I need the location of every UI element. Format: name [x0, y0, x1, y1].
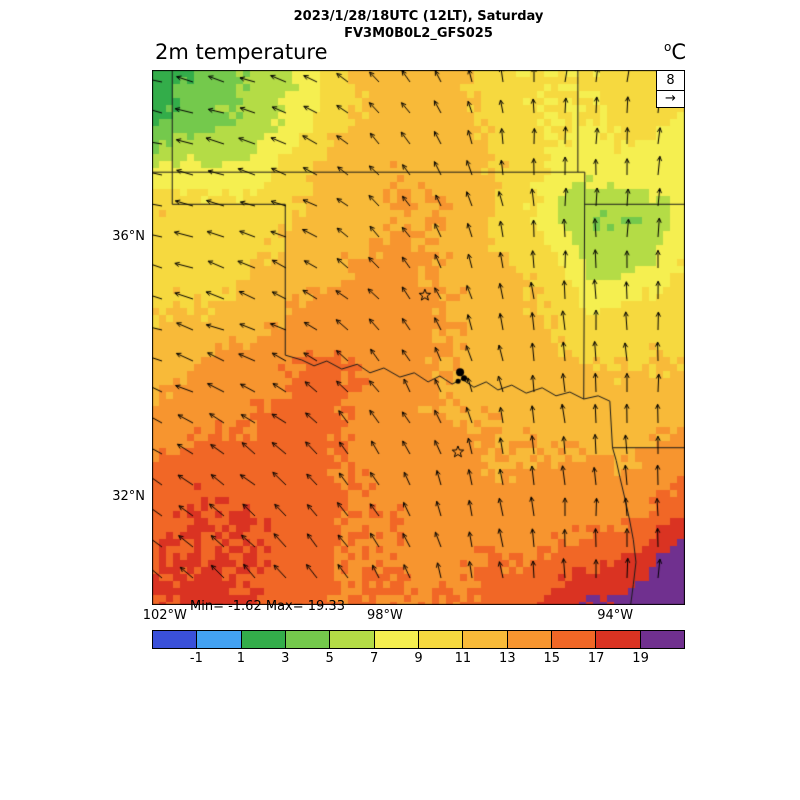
wind-reference-value: 8	[657, 71, 684, 91]
lon-axis-label: 94°W	[597, 608, 634, 623]
colorbar-segment	[196, 630, 242, 649]
colorbar-tick-label: 1	[236, 651, 245, 666]
plot-header: 2023/1/28/18UTC (12LT), Saturday FV3M0B0…	[152, 8, 685, 42]
colorbar-tick-label: 11	[454, 651, 472, 666]
lat-axis-label: 36°N	[112, 228, 145, 244]
lon-axis-label: 98°W	[366, 608, 403, 623]
colorbar-segment	[240, 630, 286, 649]
colorbar-segment	[373, 630, 419, 649]
colorbar-segment	[284, 630, 331, 649]
wind-reference-arrow-icon: →	[665, 91, 676, 106]
colorbar-segment	[462, 630, 508, 649]
map-panel: 8 →	[152, 70, 685, 605]
colorbar-tick-label: -1	[189, 651, 203, 666]
colorbar	[152, 630, 685, 649]
colorbar-tick-label: 15	[543, 651, 561, 666]
units-superscript: o	[663, 40, 672, 54]
colorbar-segment	[595, 630, 641, 649]
colorbar-segment	[417, 630, 464, 649]
title-model: FV3M0B0L2_GFS025	[344, 26, 493, 41]
lon-axis-label: 102°W	[142, 608, 187, 623]
colorbar-tick-label: 5	[325, 651, 334, 666]
colorbar-segment	[152, 630, 198, 649]
minmax-label: Min= -1.62 Max= 19.33	[190, 599, 345, 614]
field-title: 2m temperature	[155, 40, 328, 64]
units-label: oC	[630, 40, 686, 64]
title-datetime: 2023/1/28/18UTC (12LT), Saturday	[293, 9, 544, 24]
colorbar-tick-label: 9	[414, 651, 423, 666]
colorbar-tick-label: 7	[369, 651, 379, 666]
colorbar-segment	[329, 630, 375, 649]
colorbar-segment	[639, 630, 685, 649]
colorbar-segment	[550, 630, 597, 649]
lat-axis-label: 32°N	[112, 488, 145, 504]
colorbar-tick-label: 3	[281, 651, 290, 666]
temperature-wind-map	[152, 70, 685, 605]
colorbar-tick-label: 13	[499, 651, 516, 666]
wind-reference-box: 8 →	[656, 70, 685, 108]
units-main: C	[671, 40, 686, 64]
colorbar-segment	[506, 630, 552, 649]
colorbar-tick-label: 17	[587, 651, 605, 666]
colorbar-tick-label: 19	[632, 651, 649, 666]
